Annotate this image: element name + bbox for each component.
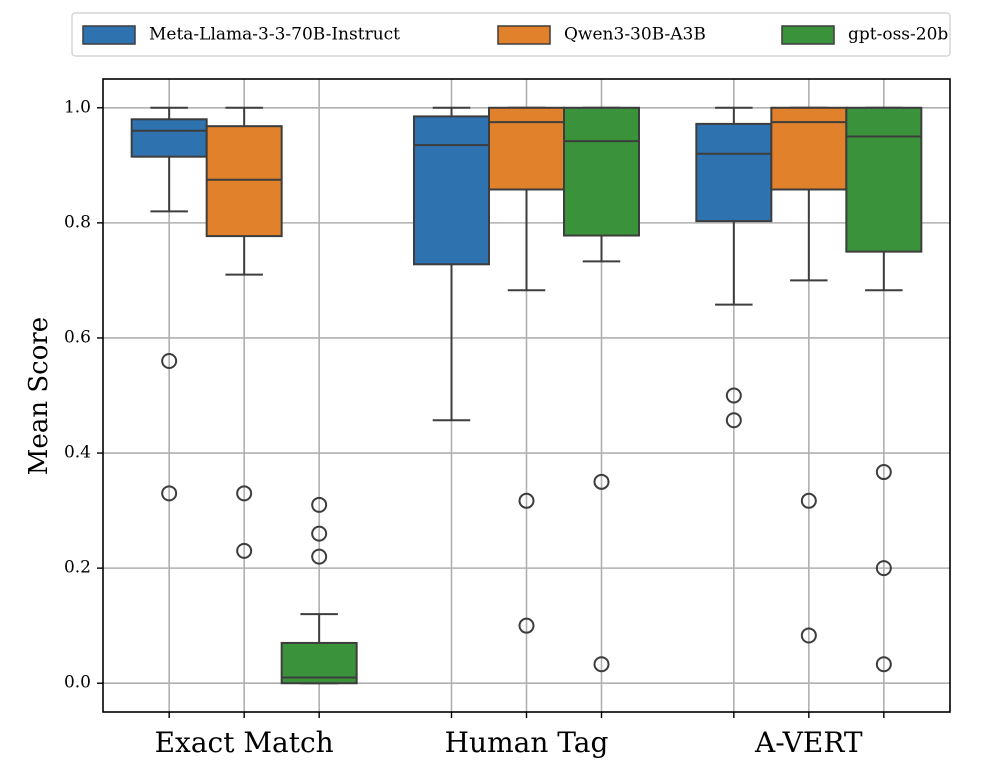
box: [205, 125, 283, 238]
box-group: [845, 106, 923, 673]
outlier-point: [518, 617, 535, 634]
box-group: [205, 106, 283, 559]
box: [488, 106, 565, 191]
box: [563, 106, 640, 237]
outlier-point: [518, 492, 535, 509]
box: [695, 122, 773, 223]
outlier-point: [593, 473, 610, 490]
outlier-point: [236, 542, 253, 559]
box: [770, 106, 848, 191]
legend-label: Qwen3-30B-A3B: [564, 25, 706, 45]
outlier-point: [161, 485, 178, 502]
outlier-point: [800, 492, 817, 509]
outlier-point: [875, 560, 892, 577]
box-group: [770, 106, 848, 644]
x-tick-label: Human Tag: [445, 726, 609, 759]
x-tick-label: A-VERT: [754, 726, 863, 759]
outlier-point: [311, 548, 328, 565]
outlier-point: [161, 352, 178, 369]
outlier-point: [311, 496, 328, 513]
outlier-point: [311, 525, 328, 542]
y-tick-label: 0.0: [64, 673, 91, 693]
y-tick-label: 0.4: [64, 443, 91, 463]
box-group: [413, 106, 490, 422]
outlier-point: [875, 656, 892, 673]
outlier-point: [725, 387, 742, 404]
legend-label: gpt-oss-20b: [848, 25, 948, 45]
legend-swatch: [82, 25, 136, 45]
box-group: [130, 106, 208, 502]
legend-label: Meta-Llama-3-3-70B-Instruct: [149, 25, 400, 45]
box: [130, 118, 208, 158]
outlier-point: [875, 464, 892, 481]
box: [413, 115, 490, 266]
box-group: [563, 106, 640, 673]
x-tick-label: Exact Match: [155, 726, 334, 759]
outlier-point: [800, 627, 817, 644]
box: [845, 106, 923, 253]
legend-swatch: [497, 25, 551, 45]
y-axis-label: Mean Score: [24, 317, 54, 475]
y-tick-label: 0.6: [64, 327, 91, 347]
box-group: [488, 106, 565, 634]
outlier-point: [725, 412, 742, 429]
y-tick-label: 0.2: [64, 558, 91, 578]
box-group: [695, 106, 773, 429]
axes: 0.0 0.2 0.4 0.6 0.8 1.0 Exact Match Human Tag A…: [24, 78, 951, 759]
outlier-point: [593, 656, 610, 673]
legend: Meta-Llama-3-3-70B-Instruct Qwen3-30B-A3B…: [71, 12, 951, 57]
legend-swatch: [781, 25, 835, 45]
y-tick-label: 1.0: [64, 97, 91, 117]
box-group: [280, 496, 358, 685]
y-tick-label: 0.8: [64, 212, 91, 232]
outlier-point: [236, 485, 253, 502]
